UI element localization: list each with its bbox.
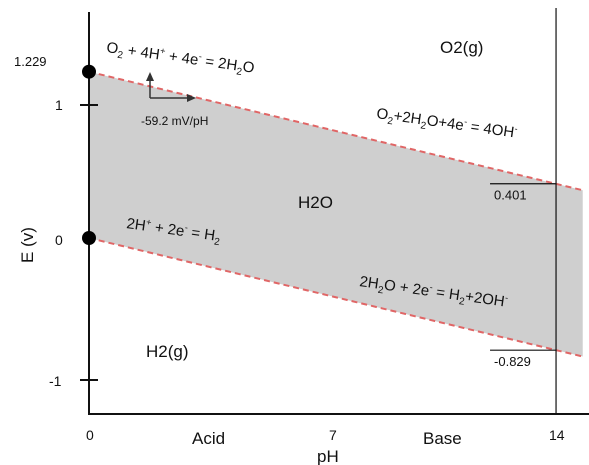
zero-point (82, 231, 96, 245)
x-tick-label: 14 (549, 427, 565, 443)
x-tick-label: 7 (329, 427, 337, 443)
marker-0401-label: 0.401 (494, 188, 527, 203)
e0-point (82, 64, 96, 79)
e0-value-label: 1.229 (14, 54, 47, 69)
h2-base-equation: 2H2​O + 2e-​ = H2​+2OH-​ (358, 272, 509, 314)
o2-base-equation: O2​+2H2​O+4e-​ = 4OH-​ (375, 104, 518, 145)
base-label: Base (423, 429, 462, 448)
h2-boundary-line (88, 237, 583, 358)
y-tick-label: 0 (55, 232, 63, 248)
o2-acid-equation: O2​ + 4H+​ + 4e-​ = 2H2​O (105, 38, 256, 80)
y-axis-title: E (v) (18, 227, 37, 263)
region-o2-label: O2(g) (440, 38, 483, 57)
region-h2o-label: H2O (298, 193, 333, 212)
slope-indicator (146, 72, 196, 102)
marker-0829-label: -0.829 (494, 354, 531, 369)
x-tick-label: 0 (86, 427, 94, 443)
x-axis-title: pH (317, 447, 339, 465)
region-h2-label: H2(g) (146, 342, 189, 361)
o2-boundary-line (88, 70, 583, 192)
water-stability-region (89, 71, 583, 357)
y-tick-label: 1 (55, 97, 63, 113)
slope-label: -59.2 mV/pH (141, 114, 208, 128)
h2-acid-equation: 2H+​ + 2e-​ = H2​ (125, 214, 222, 248)
y-tick-label: -1 (49, 373, 62, 389)
acid-label: Acid (192, 429, 225, 448)
